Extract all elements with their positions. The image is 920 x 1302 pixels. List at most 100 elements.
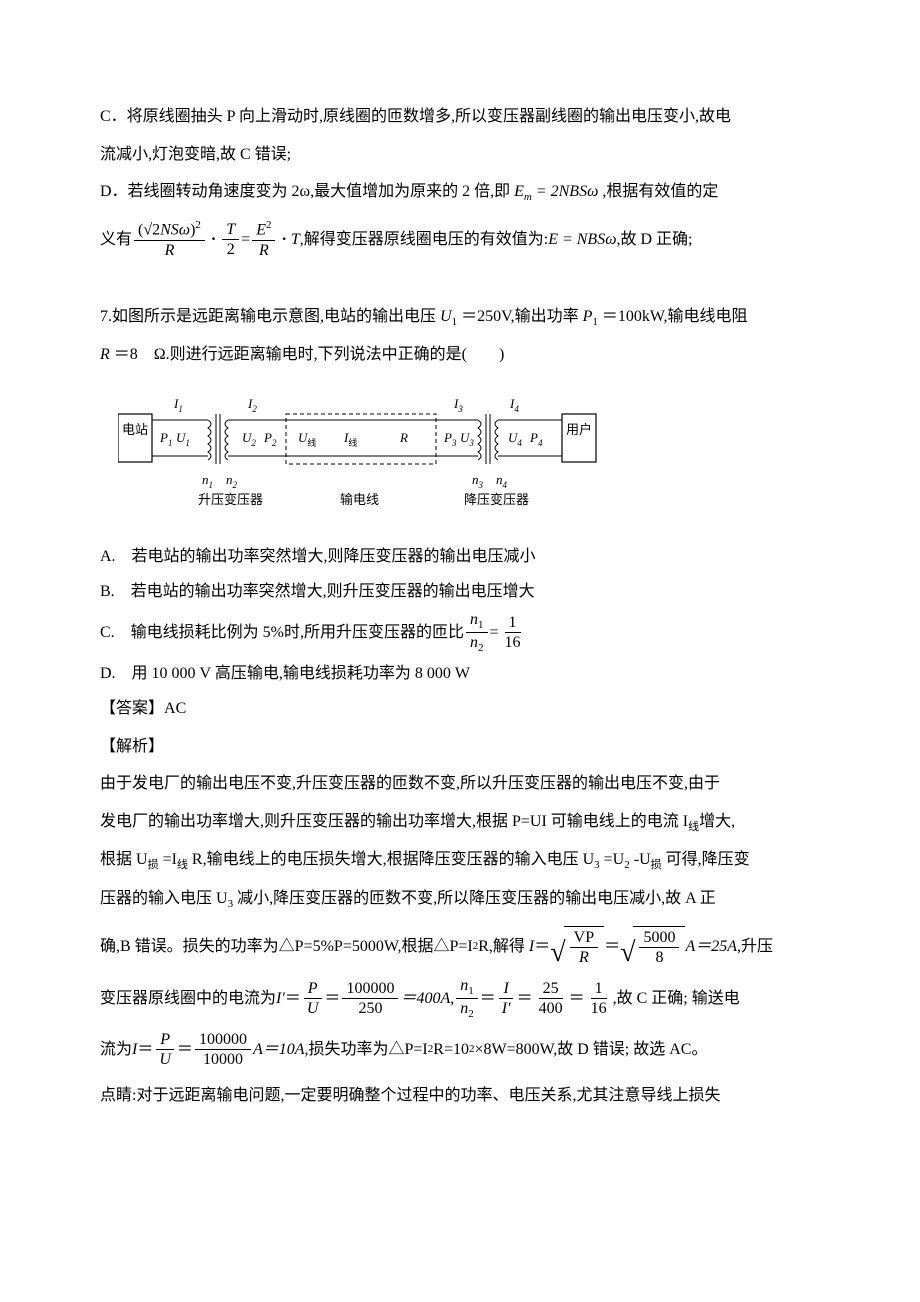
opt-d-intro: D．若线圈转动角速度变为 2ω,最大值增加为原来的 2 倍,即	[100, 183, 510, 200]
svg-text:U4: U4	[508, 430, 522, 448]
den-2: 2	[223, 240, 239, 259]
svg-text:n2: n2	[226, 472, 238, 490]
r-sym: R	[100, 346, 110, 363]
opt-d-formula: 义有 (√2NSω)2 R · T 2 = E2 R · T ,解得变压器原线圈…	[100, 219, 820, 260]
a10: A＝10A	[253, 1033, 305, 1067]
eq7b: ＝	[177, 1033, 193, 1067]
up-transformer-icon	[208, 414, 228, 464]
expl-3b: =I	[163, 851, 177, 868]
opt-c-line2: 流减小,灯泡变暗,故 C 错误;	[100, 138, 820, 172]
den-r3: R	[255, 241, 273, 260]
expl-4a: 压器的输入电压 U	[100, 890, 228, 907]
expl-2a: 发电厂的输出功率增大,则升压变压器的输出功率增大,根据 P=UI 可输电线上的电…	[100, 813, 688, 830]
expl-3d: =U	[604, 851, 625, 868]
num-e: E	[256, 222, 266, 239]
frac-100k: 100000 250	[342, 980, 398, 1018]
svg-text:n1: n1	[202, 472, 213, 490]
a25: A＝25A	[685, 930, 737, 964]
eq6e: ＝	[569, 982, 585, 1016]
expl-2b: 增大,	[699, 813, 735, 830]
sub-3a: 3	[594, 859, 600, 871]
sub-xian2: 线	[177, 859, 188, 871]
explain-label: 【解析】	[100, 730, 820, 764]
dot2: ·	[281, 223, 286, 257]
sub-xian1: 线	[688, 821, 699, 833]
eq6b: ＝	[324, 982, 340, 1016]
expl-5a: 确,B 错误。损失的功率为△P=5%P=5000W,根据△P=I	[100, 930, 473, 964]
lbl-station: 电站	[122, 422, 148, 437]
eq6c: ＝	[480, 982, 496, 1016]
svg-text:降压变压器: 降压变压器	[464, 492, 529, 507]
sq: 2	[195, 219, 201, 231]
expl-7b: ,损失功率为△P=I	[305, 1033, 428, 1067]
eq-sym: ＝	[534, 930, 550, 964]
svg-text:U线: U线	[298, 430, 316, 448]
opt-d-end: ,故 D 正确;	[617, 223, 693, 257]
expl-1: 由于发电厂的输出电压不变,升压变压器的匝数不变,所以升压变压器的输出电压不变,由…	[100, 767, 820, 801]
opt-c-line1: C．将原线圈抽头 P 向上滑动时,原线圈的匝数增多,所以变压器副线圈的输出电压变…	[100, 100, 820, 134]
svg-text:输电线: 输电线	[340, 492, 379, 507]
frac-n1n2: n1 n2	[466, 611, 488, 655]
frac-2: T 2	[222, 221, 239, 259]
r-val: ＝8 Ω.则进行远距离输电时,下列说法中正确的是( )	[114, 346, 505, 363]
sub-2a: 2	[624, 859, 630, 871]
optc-pre: C. 输电线损耗比例为 5%时,所用升压变压器的匝比	[100, 616, 464, 650]
t-sym: T	[291, 223, 300, 257]
sub-sun1: 损	[148, 859, 159, 871]
down-transformer-icon	[478, 414, 498, 464]
frac-pu2: P U	[155, 1031, 175, 1069]
dot1: ·	[211, 223, 216, 257]
expl-6b: ,故 C 正确; 输送电	[613, 982, 740, 1016]
comma1: ,	[450, 982, 454, 1016]
option-c: C. 输电线损耗比例为 5%时,所用升压变压器的匝比 n1 n2 = 1 16	[100, 611, 820, 655]
expl-6a: 变压器原线圈中的电流为	[100, 982, 276, 1016]
svg-text:I线: I线	[343, 430, 357, 448]
frac-1-16: 1 16	[501, 614, 525, 652]
svg-text:U3: U3	[460, 430, 474, 448]
transmission-diagram: 电站 P1 U1 I1 n1 n2 升压变压器 I2 U2 P2 U线 I线 R…	[118, 384, 820, 534]
u1: U	[440, 308, 452, 325]
eq-sym2: ＝	[604, 930, 620, 964]
opt-d-line1: D．若线圈转动角速度变为 2ω,最大值增加为原来的 2 倍,即 Em = 2NB…	[100, 175, 820, 209]
expl-4b: 减小,降压变压器的匝数不变,所以降压变压器的输出电压减小,故 A 正	[237, 890, 716, 907]
expl-7d: ×8W=800W,故 D 错误; 故选 AC。	[474, 1033, 707, 1067]
expl-7: 流为 I ＝ P U ＝ 100000 10000 A＝10A ,损失功率为△P…	[100, 1031, 820, 1069]
q7-stem-2: R ＝8 Ω.则进行远距离输电时,下列说法中正确的是( )	[100, 338, 820, 372]
option-d: D. 用 10 000 V 高压输电,输电线损耗功率为 8 000 W	[100, 657, 820, 691]
num-t: T	[222, 221, 239, 241]
svg-text:升压变压器: 升压变压器	[198, 492, 263, 507]
nsw: NSω	[160, 222, 190, 239]
answer-line: 【答案】AC	[100, 692, 820, 726]
answer-value: AC	[164, 700, 186, 717]
p1: P	[583, 308, 593, 325]
expl-7a: 流为	[100, 1033, 132, 1067]
a400: ＝400A	[400, 982, 450, 1016]
q7-stem-text1: 7.如图所示是远距离输电示意图,电站的输出电压	[100, 308, 440, 325]
optc-eq: =	[490, 616, 499, 650]
svg-text:P3: P3	[443, 430, 457, 448]
opt-d-tail: ,根据有效值的定	[602, 183, 718, 200]
frac-1-16b: 1 16	[587, 980, 611, 1018]
sqrt-1: √ VP R	[550, 926, 604, 967]
svg-text:n3: n3	[472, 472, 484, 490]
frac-pu: P U	[303, 980, 323, 1018]
option-a: A. 若电站的输出功率突然增大,则降压变压器的输出电压减小	[100, 540, 820, 574]
expl-7c: R=10	[433, 1033, 469, 1067]
expl-6: 变压器原线圈中的电流为 I′ ＝ P U ＝ 100000 250 ＝400A …	[100, 977, 820, 1021]
frac-n1n2b: n1 n2	[456, 977, 478, 1021]
expl-3a: 根据 U	[100, 851, 148, 868]
Iprime: I′	[276, 982, 285, 1016]
expl-3e: -U	[634, 851, 651, 868]
answer-label: 【答案】	[100, 700, 164, 717]
expl-5: 确,B 错误。损失的功率为△P=5%P=5000W,根据△P=I2 R,解得 I…	[100, 926, 820, 967]
expl-5b: R,解得	[478, 930, 525, 964]
svg-text:P4: P4	[529, 430, 543, 448]
frac-25-400: 25 400	[535, 980, 567, 1018]
em-symbol: E	[514, 183, 524, 200]
em-eq: = 2NBSω	[536, 183, 599, 200]
expl-3f: 可得,降压变	[666, 851, 750, 868]
svg-text:I1: I1	[173, 396, 183, 414]
svg-text:I4: I4	[509, 396, 519, 414]
svg-text:I2: I2	[247, 396, 257, 414]
option-b: B. 若电站的输出功率突然增大,则升压变压器的输出电压增大	[100, 575, 820, 609]
